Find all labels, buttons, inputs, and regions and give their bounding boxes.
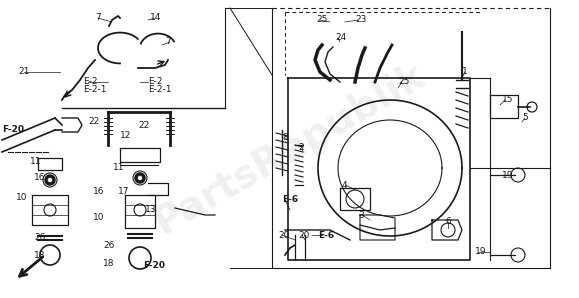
- Text: 18: 18: [34, 251, 46, 260]
- Text: 26: 26: [34, 234, 45, 243]
- Text: 7: 7: [165, 38, 171, 46]
- Text: 10: 10: [93, 213, 104, 223]
- Text: 7: 7: [95, 13, 101, 23]
- Text: F-20: F-20: [2, 125, 24, 134]
- Text: 4: 4: [342, 181, 347, 190]
- Text: 12: 12: [120, 131, 131, 140]
- Text: 15: 15: [502, 95, 514, 105]
- Text: 13: 13: [145, 206, 156, 215]
- Text: 8: 8: [282, 134, 288, 142]
- Text: E-2: E-2: [148, 77, 163, 86]
- Text: 3: 3: [358, 210, 364, 220]
- Text: 26: 26: [103, 240, 115, 249]
- Text: 21: 21: [18, 68, 30, 77]
- Text: 14: 14: [150, 13, 162, 23]
- Text: E-2: E-2: [83, 77, 97, 86]
- Text: 20: 20: [298, 230, 309, 240]
- Text: 16: 16: [93, 187, 104, 196]
- Text: PartsRepublik: PartsRepublik: [147, 56, 432, 242]
- Text: 23: 23: [355, 15, 367, 24]
- Text: E-2-1: E-2-1: [148, 86, 171, 94]
- Text: E-2-1: E-2-1: [83, 86, 107, 94]
- Text: 5: 5: [522, 114, 527, 122]
- Text: 10: 10: [16, 193, 27, 203]
- Text: 17: 17: [118, 187, 130, 196]
- Text: F-20: F-20: [143, 260, 165, 269]
- Text: 18: 18: [103, 258, 115, 268]
- Text: E-6: E-6: [282, 195, 298, 204]
- Text: E-6: E-6: [318, 230, 334, 240]
- Text: 1: 1: [462, 68, 468, 77]
- Text: 11: 11: [30, 158, 42, 167]
- Text: 22: 22: [88, 117, 99, 126]
- Text: 11: 11: [113, 164, 124, 173]
- Text: 20: 20: [278, 230, 290, 240]
- Text: 2: 2: [298, 144, 303, 153]
- Text: 19: 19: [475, 248, 486, 257]
- Text: 19: 19: [502, 170, 514, 179]
- Text: 24: 24: [335, 33, 346, 43]
- Text: 25: 25: [398, 77, 409, 86]
- Text: 16: 16: [34, 173, 46, 182]
- Text: 22: 22: [138, 122, 149, 131]
- Text: 25: 25: [316, 15, 327, 24]
- Text: 6: 6: [445, 218, 450, 226]
